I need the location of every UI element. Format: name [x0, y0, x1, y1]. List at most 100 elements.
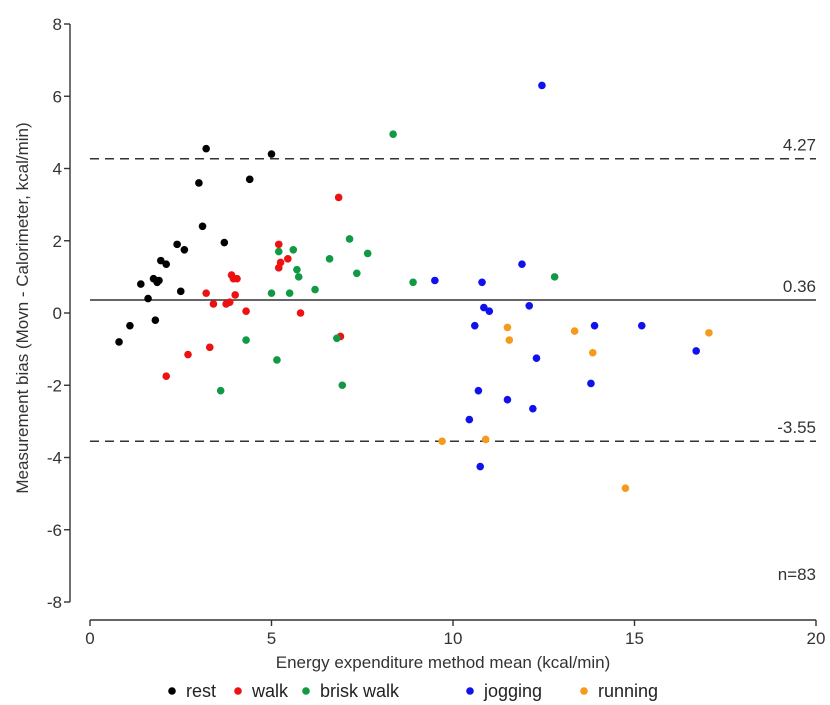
point-walk [162, 372, 171, 381]
point-rest [202, 144, 210, 153]
point-running [621, 484, 630, 493]
point-walk [202, 289, 210, 297]
y-tick-label: 0 [53, 304, 62, 323]
legend-marker [580, 687, 588, 695]
legend-marker [302, 687, 310, 695]
point-brisk-walk [216, 386, 225, 395]
point-brisk-walk [289, 245, 298, 254]
point-rest [156, 256, 165, 265]
point-brisk-walk [242, 336, 250, 344]
x-axis-title: Energy expenditure method mean (kcal/min… [276, 653, 611, 672]
legend-item-brisk-walk: brisk walk [302, 681, 400, 701]
point-brisk-walk [325, 255, 334, 263]
reference-line-label: 0.36 [783, 277, 816, 296]
data-points [115, 81, 713, 493]
y-tick-label: -4 [47, 449, 62, 468]
y-tick-label: -8 [47, 593, 62, 612]
y-tick-label: 4 [53, 160, 62, 179]
point-rest [137, 280, 145, 288]
point-walk [274, 240, 283, 249]
legend-marker [168, 687, 176, 695]
point-walk [276, 258, 285, 267]
x-tick-label: 0 [85, 629, 94, 648]
point-jogging [532, 354, 541, 362]
y-tick-label: 8 [53, 15, 62, 34]
y-tick-label: -2 [47, 376, 62, 395]
point-brisk-walk [267, 289, 276, 297]
legend-marker [466, 687, 474, 695]
point-running [438, 437, 446, 446]
point-rest [267, 150, 276, 158]
point-walk [334, 193, 343, 202]
point-jogging [590, 321, 599, 330]
point-running [503, 323, 512, 332]
point-brisk-walk [293, 265, 301, 274]
legend-item-rest: rest [168, 681, 216, 701]
y-tick-label: -6 [47, 521, 62, 540]
point-rest [220, 238, 229, 247]
x-tick-label: 10 [444, 629, 463, 648]
legend-item-jogging: jogging [466, 681, 542, 701]
point-walk [233, 274, 241, 283]
point-jogging [529, 404, 537, 413]
legend-label: jogging [483, 681, 542, 701]
reference-line-label: -3.55 [777, 418, 816, 437]
point-walk [209, 300, 218, 308]
point-brisk-walk [345, 235, 354, 243]
y-tick-label: 6 [53, 87, 62, 106]
x-tick-label: 15 [625, 629, 644, 648]
point-jogging [538, 81, 546, 90]
point-brisk-walk [550, 273, 559, 281]
point-running [570, 327, 579, 335]
legend-marker [234, 687, 242, 695]
point-running [588, 348, 597, 357]
point-brisk-walk [333, 334, 341, 343]
reference-lines: 4.27 0.36 -3.55 [90, 136, 816, 443]
legend-label: walk [251, 681, 289, 701]
point-brisk-walk [311, 285, 319, 294]
x-tick-label: 5 [267, 629, 276, 648]
point-brisk-walk [294, 273, 303, 281]
point-running [705, 329, 713, 337]
legend-item-walk: walk [234, 681, 289, 701]
point-jogging [474, 386, 483, 395]
legend-item-running: running [580, 681, 658, 701]
reference-line-label: 4.27 [783, 136, 816, 155]
point-walk [184, 350, 192, 359]
point-jogging [525, 301, 534, 310]
point-rest [198, 222, 207, 231]
point-brisk-walk [389, 130, 397, 138]
point-brisk-walk [353, 269, 361, 278]
point-jogging [478, 278, 486, 287]
point-rest [195, 179, 203, 187]
point-rest [173, 240, 181, 249]
legend-label: running [598, 681, 658, 701]
axes: -8 -6 -4 -2 0 2 4 6 8 0 5 10 15 20 [47, 15, 826, 648]
point-walk [296, 309, 305, 317]
point-rest [126, 321, 134, 330]
point-brisk-walk [409, 278, 417, 287]
point-jogging [485, 307, 494, 315]
y-axis-title: Measurement bias (Movn - Calorimeter, kc… [13, 122, 32, 493]
point-brisk-walk [273, 356, 281, 364]
legend-label: rest [186, 681, 216, 701]
point-jogging [637, 321, 646, 330]
point-jogging [503, 395, 512, 404]
point-jogging [465, 415, 474, 424]
point-brisk-walk [274, 247, 283, 256]
y-tick-label: 2 [53, 232, 62, 251]
x-tick-label: 20 [807, 629, 826, 648]
point-rest [176, 287, 185, 296]
axis-labels: Energy expenditure method mean (kcal/min… [13, 122, 610, 672]
point-rest [115, 338, 123, 346]
point-walk [284, 255, 292, 263]
legend: rest walk brisk walk jogging running [168, 681, 658, 701]
point-jogging [480, 303, 488, 312]
point-jogging [431, 276, 439, 285]
point-rest [245, 175, 254, 184]
point-walk [231, 291, 239, 299]
point-walk [205, 343, 214, 352]
point-jogging [587, 379, 595, 388]
point-jogging [518, 260, 526, 269]
